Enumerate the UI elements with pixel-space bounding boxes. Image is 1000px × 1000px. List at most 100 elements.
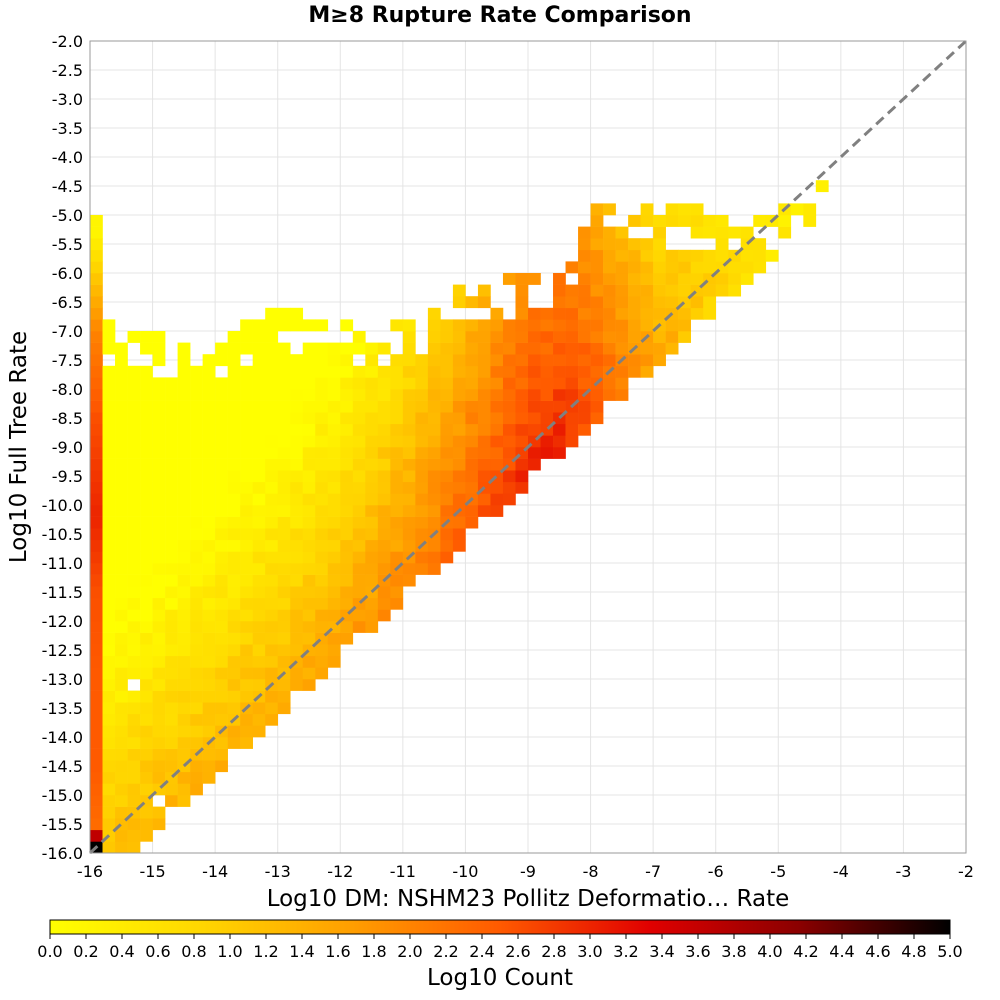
heatmap-cell	[90, 528, 103, 541]
heatmap-cell	[715, 238, 729, 251]
heatmap-cell	[440, 481, 454, 494]
heatmap-cell	[140, 551, 153, 564]
heatmap-cell	[427, 493, 441, 506]
heatmap-cell	[315, 644, 329, 657]
heatmap-cell	[140, 667, 153, 680]
heatmap-cell	[628, 365, 641, 378]
heatmap-cell	[252, 725, 266, 738]
heatmap-cell	[202, 760, 216, 773]
heatmap-cell	[302, 586, 316, 599]
heatmap-cell	[302, 458, 316, 471]
heatmap-cell	[365, 539, 379, 552]
heatmap-cell	[427, 539, 441, 552]
heatmap-cell	[227, 539, 241, 552]
heatmap-cell	[427, 551, 441, 564]
x-tick-label: -5	[770, 862, 786, 881]
heatmap-cell	[140, 748, 153, 761]
heatmap-cell	[540, 423, 554, 436]
heatmap-cell	[302, 342, 316, 355]
heatmap-cell	[290, 597, 304, 610]
heatmap-cell	[165, 655, 178, 668]
heatmap-cell	[452, 539, 466, 552]
heatmap-cell	[565, 423, 579, 436]
heatmap-cell	[352, 516, 366, 529]
heatmap-cell	[90, 586, 103, 599]
heatmap-cell	[215, 412, 228, 425]
heatmap-cell	[340, 597, 354, 610]
heatmap-cell	[165, 621, 178, 633]
heatmap-cell	[340, 354, 354, 367]
heatmap-cell	[653, 354, 666, 367]
heatmap-cell	[590, 273, 604, 285]
heatmap-cell	[140, 516, 153, 529]
heatmap-cell	[140, 423, 153, 436]
heatmap-cell	[402, 412, 416, 425]
heatmap-cell	[165, 597, 178, 610]
heatmap-cell	[140, 505, 153, 517]
heatmap-cell	[227, 528, 241, 541]
heatmap-cell	[302, 644, 316, 657]
heatmap-cell	[227, 725, 241, 738]
heatmap-cell	[165, 481, 178, 494]
heatmap-cell	[340, 563, 354, 575]
heatmap-cell	[277, 470, 291, 483]
heatmap-cell	[678, 319, 691, 332]
heatmap-cell	[90, 365, 103, 378]
colorbar-tick-label: 2.2	[433, 942, 458, 961]
heatmap-cell	[90, 354, 103, 367]
heatmap-cell	[90, 818, 103, 831]
heatmap-cell	[127, 760, 141, 773]
heatmap-cell	[465, 354, 479, 367]
heatmap-cell	[452, 493, 466, 506]
heatmap-cell	[115, 655, 128, 668]
heatmap-cell	[402, 481, 416, 494]
heatmap-cell	[165, 690, 178, 703]
heatmap-cell	[528, 342, 541, 355]
heatmap-cell	[640, 273, 654, 285]
heatmap-cell	[678, 307, 691, 320]
heatmap-cell	[127, 528, 141, 541]
heatmap-cell	[165, 586, 178, 599]
heatmap-cell	[540, 377, 554, 390]
heatmap-cell	[290, 679, 304, 691]
heatmap-cell	[90, 296, 103, 309]
heatmap-cell	[290, 377, 304, 390]
heatmap-cell	[340, 632, 354, 645]
heatmap-cell	[452, 470, 466, 483]
heatmap-cell	[728, 261, 742, 274]
heatmap-cells	[90, 180, 829, 854]
heatmap-cell	[402, 389, 416, 401]
heatmap-cell	[265, 505, 279, 517]
heatmap-cell	[227, 586, 241, 599]
heatmap-cell	[753, 261, 767, 274]
heatmap-cell	[515, 435, 529, 448]
y-tick-label: -8.5	[52, 409, 83, 428]
heatmap-cell	[690, 307, 704, 320]
heatmap-cell	[477, 400, 491, 413]
heatmap-cell	[152, 551, 166, 564]
heatmap-cell	[277, 400, 291, 413]
y-tick-label: -11.0	[42, 554, 83, 573]
heatmap-cell	[803, 215, 817, 227]
heatmap-cell	[190, 481, 203, 494]
heatmap-cell	[590, 203, 604, 216]
heatmap-cell	[402, 354, 416, 367]
heatmap-cell	[427, 342, 441, 355]
heatmap-cell	[177, 354, 191, 367]
heatmap-cell	[265, 655, 279, 668]
heatmap-cell	[290, 621, 304, 633]
heatmap-cell	[340, 435, 354, 448]
heatmap-cell	[102, 389, 116, 401]
heatmap-cell	[352, 435, 366, 448]
heatmap-cell	[578, 400, 591, 413]
heatmap-cell	[202, 679, 216, 691]
heatmap-cell	[315, 574, 329, 587]
heatmap-cell	[177, 597, 191, 610]
heatmap-cell	[365, 516, 379, 529]
y-tick-label: -4.0	[52, 148, 83, 167]
heatmap-cell	[140, 760, 153, 773]
heatmap-cell	[277, 621, 291, 633]
heatmap-cell	[590, 238, 604, 251]
heatmap-cell	[252, 609, 266, 622]
heatmap-cell	[603, 307, 616, 320]
